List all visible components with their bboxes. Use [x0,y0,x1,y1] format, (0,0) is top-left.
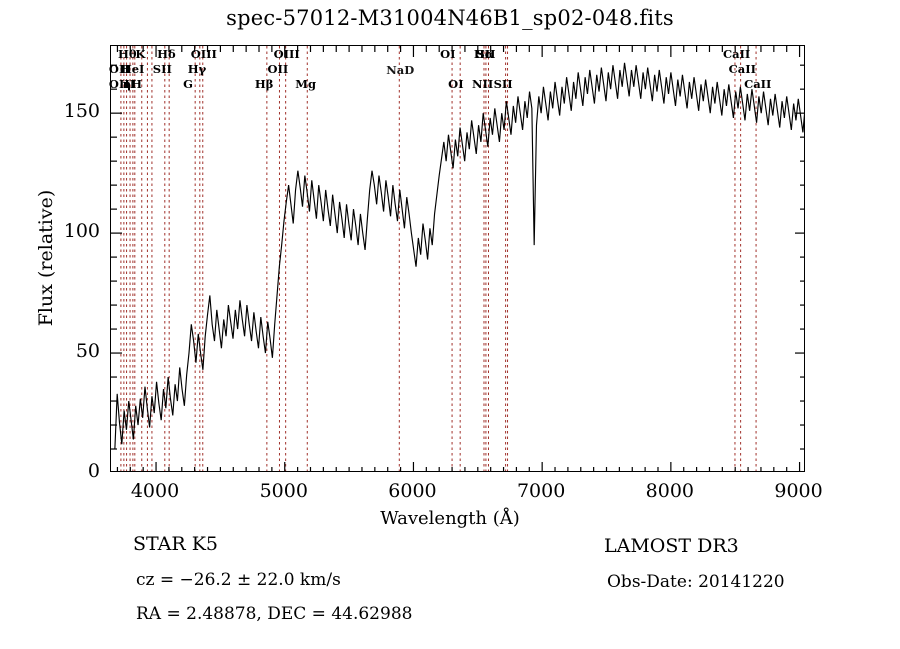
x-axis-title: Wavelength (Å) [380,508,520,529]
obs-date-text: Obs-Date: 20141220 [607,572,785,592]
line-id-label: OII [267,62,289,76]
line-id-label: K [135,47,146,61]
y-tick-label: 100 [63,220,100,243]
line-id-label: Hδ [157,47,176,61]
coordinates-text: RA = 2.48878, DEC = 44.62988 [136,604,413,624]
axis-tick-layer [111,46,804,471]
line-id-label: CaII [744,77,772,91]
plot-canvas [111,46,804,471]
x-tick-label: 7000 [516,480,566,502]
line-id-label: OI [440,47,456,61]
x-tick-label: 8000 [645,480,695,502]
line-id-label: OI [448,77,464,91]
line-id-label: G [183,77,193,91]
line-id-label: CaII [722,47,751,61]
line-id-label: SII [152,62,172,76]
line-id-label: Hβ [254,77,274,91]
line-identification-labels: OIII OII Hθ HeI ηH K SII Hδ G Hγ OIII Hβ OII OIII Mg Na… [108,45,805,105]
line-id-label: OIII [108,77,136,91]
line-id-label: OIII [273,47,300,61]
line-id-label: CaII [728,62,756,76]
line-id-label: SII [476,47,496,61]
line-id-label: OII [108,62,130,76]
x-tick-label: 4000 [130,480,180,502]
line-id-label: Hα [473,47,494,61]
line-id-label: OIII [190,47,217,61]
line-id-label: NaD [386,63,415,77]
line-id-label: ηH [122,77,143,91]
spectrum-plot [110,45,805,472]
line-id-label: NII [471,77,494,91]
x-tick-label: 9000 [774,480,823,502]
y-axis-title: Flux (relative) [35,189,57,327]
line-id-label: Hγ [187,62,207,76]
line-id-label: HeI [120,62,145,76]
y-tick-label: 150 [63,100,100,123]
y-tick-label: 50 [75,340,100,363]
object-class-text: STAR K5 [133,533,218,555]
x-tick-label: 6000 [388,480,437,502]
redshift-text: cz = −26.2 ± 22.0 km/s [136,570,341,590]
x-tick-label: 5000 [259,480,308,502]
line-id-label: Hθ [118,47,137,61]
survey-text: LAMOST DR3 [604,535,739,557]
y-tick-label: 0 [87,460,100,482]
line-id-label: Mg [295,77,317,91]
line-id-label: SII [493,77,513,91]
spectrum-trace [114,62,804,450]
page-title: spec-57012-M31004N46B1_sp02-048.fits [226,6,674,30]
